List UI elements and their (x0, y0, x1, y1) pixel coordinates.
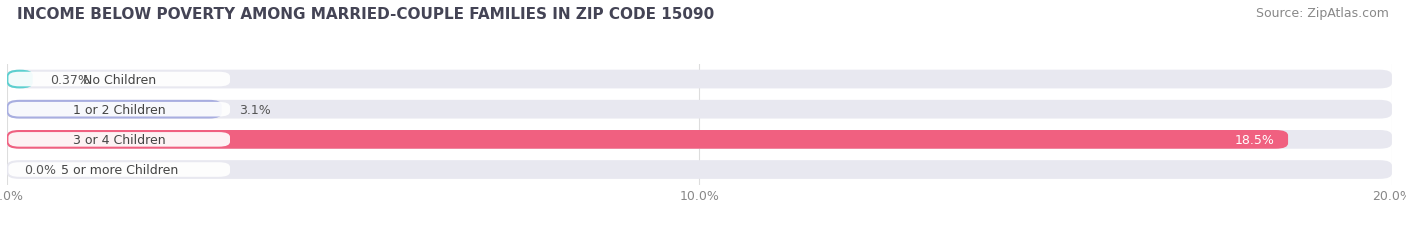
FancyBboxPatch shape (8, 73, 231, 87)
Text: No Children: No Children (83, 73, 156, 86)
FancyBboxPatch shape (7, 131, 1288, 149)
FancyBboxPatch shape (8, 103, 231, 117)
FancyBboxPatch shape (7, 100, 1392, 119)
FancyBboxPatch shape (7, 131, 1392, 149)
Text: 0.0%: 0.0% (24, 163, 56, 176)
Text: 18.5%: 18.5% (1234, 133, 1274, 146)
Text: 5 or more Children: 5 or more Children (60, 163, 177, 176)
FancyBboxPatch shape (7, 100, 222, 119)
FancyBboxPatch shape (7, 161, 1392, 179)
Text: 3 or 4 Children: 3 or 4 Children (73, 133, 166, 146)
Text: Source: ZipAtlas.com: Source: ZipAtlas.com (1256, 7, 1389, 20)
FancyBboxPatch shape (7, 70, 32, 89)
Text: 1 or 2 Children: 1 or 2 Children (73, 103, 166, 116)
FancyBboxPatch shape (8, 163, 231, 177)
FancyBboxPatch shape (7, 70, 1392, 89)
Text: 3.1%: 3.1% (239, 103, 271, 116)
Text: 0.37%: 0.37% (51, 73, 90, 86)
FancyBboxPatch shape (8, 133, 231, 147)
Text: INCOME BELOW POVERTY AMONG MARRIED-COUPLE FAMILIES IN ZIP CODE 15090: INCOME BELOW POVERTY AMONG MARRIED-COUPL… (17, 7, 714, 22)
